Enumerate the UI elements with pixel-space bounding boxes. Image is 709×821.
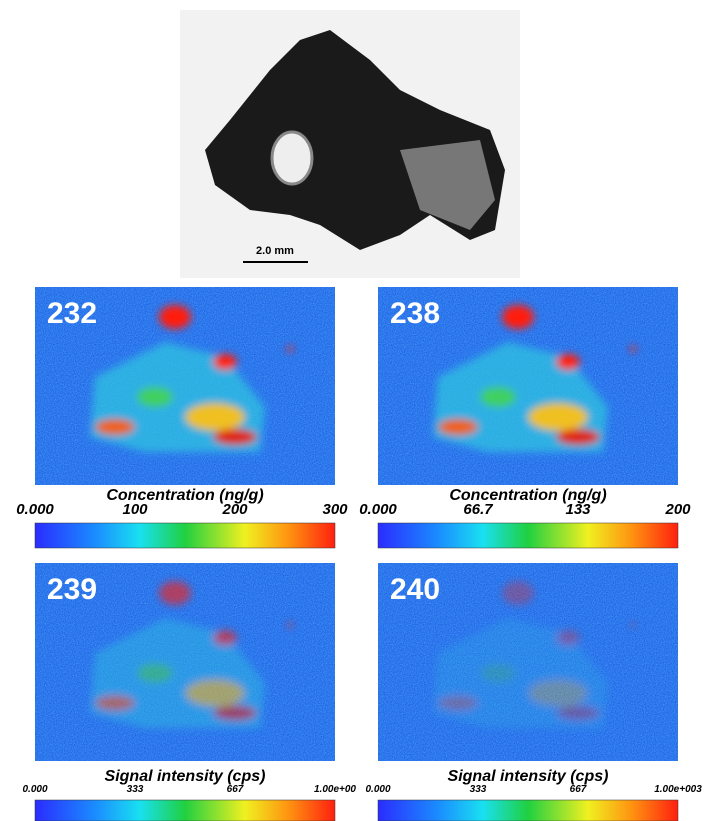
figure: 2.0 mm 232Concentration (ng/g)0.00010020…	[0, 0, 709, 821]
colorbar-caption: Signal intensity (cps)	[448, 768, 609, 785]
hotspot	[556, 429, 600, 445]
panel-label: 232	[47, 297, 97, 330]
colorbar-tick-label: 333	[470, 784, 487, 795]
hotspot	[137, 387, 173, 407]
panel-label: 238	[390, 297, 440, 330]
hotspot	[556, 705, 600, 721]
hotspot	[438, 695, 478, 711]
hotspot	[502, 305, 534, 329]
hotspot	[159, 305, 191, 329]
hotspot	[137, 663, 173, 683]
hotspot	[556, 354, 580, 370]
hotspot	[438, 419, 478, 435]
colorbar	[35, 523, 335, 548]
hotspot	[528, 403, 588, 431]
colorbar-tick-label: 667	[227, 784, 244, 795]
colorbar-caption: Signal intensity (cps)	[105, 768, 266, 785]
hotspot	[185, 403, 245, 431]
panel-label: 240	[390, 573, 440, 606]
hotspot	[159, 581, 191, 605]
heatmap-panel: 240 Signal intensity (cps) 0.000 333 667 1.00…	[365, 563, 702, 821]
colorbar-tick-label: 300	[322, 501, 348, 518]
hotspot	[95, 695, 135, 711]
hotspot	[213, 429, 257, 445]
colorbar-tick-label: 1.00e+00	[314, 784, 356, 795]
hotspot	[95, 419, 135, 435]
colorbar-tick-label: 0.000	[16, 501, 54, 518]
colorbar-tick-label: 0.000	[359, 501, 397, 518]
colorbar-tick-label: 66.7	[463, 501, 493, 518]
colorbar-tick-label: 667	[570, 784, 587, 795]
hotspot	[556, 630, 580, 646]
hotspot	[213, 630, 237, 646]
hotspot	[287, 346, 293, 352]
colorbar-tick-label: 100	[122, 501, 148, 518]
hotspot	[502, 581, 534, 605]
hotspot	[213, 705, 257, 721]
colorbar	[378, 523, 678, 548]
colorbar	[35, 800, 335, 821]
colorbar	[378, 800, 678, 821]
hotspot	[528, 679, 588, 707]
hotspot	[287, 622, 293, 628]
hotspot	[480, 663, 516, 683]
hotspot	[480, 387, 516, 407]
panel-label: 239	[47, 573, 97, 606]
tissue-photo: 2.0 mm	[180, 10, 520, 278]
colorbar-tick-label: 133	[565, 501, 591, 518]
hotspot	[213, 354, 237, 370]
scale-bar-label: 2.0 mm	[256, 245, 294, 257]
colorbar-tick-label: 1.00e+003	[654, 784, 702, 795]
colorbar-tick-label: 200	[664, 501, 691, 518]
colorbar-tick-label: 0.000	[22, 784, 47, 795]
hotspot	[185, 679, 245, 707]
heatmap-panel: 239 Signal intensity (cps) 0.000 333 667 1.00…	[22, 563, 356, 821]
hotspot	[630, 622, 636, 628]
colorbar-tick-label: 333	[127, 784, 144, 795]
hotspot	[630, 346, 636, 352]
colorbar-tick-label: 200	[221, 501, 248, 518]
colorbar-tick-label: 0.000	[365, 784, 390, 795]
